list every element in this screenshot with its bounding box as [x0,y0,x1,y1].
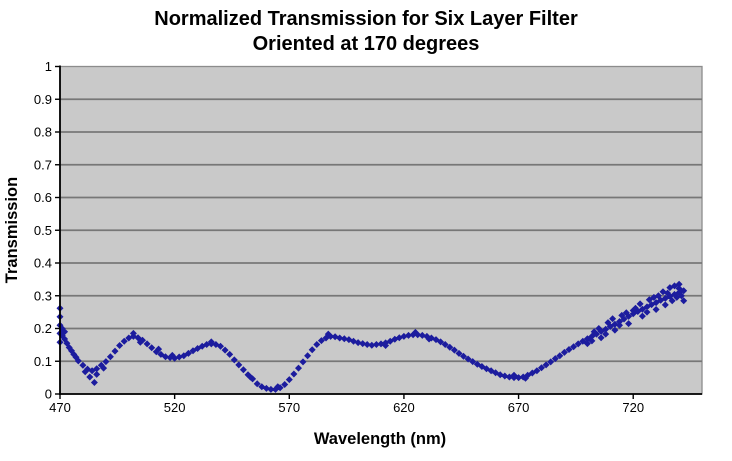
chart-title-line1: Normalized Transmission for Six Layer Fi… [154,8,578,30]
x-axis-title: Wavelength (nm) [314,430,446,448]
x-tick-label: 620 [393,400,415,415]
x-tick-label: 520 [164,400,186,415]
chart-title: Normalized Transmission for Six Layer Fi… [0,7,732,57]
y-tick-label: 0.3 [34,288,52,303]
y-tick-label: 0.1 [34,354,52,369]
x-tick-label: 720 [622,400,644,415]
chart-title-line2: Oriented at 170 degrees [252,33,480,55]
y-tick-label: 1 [45,59,52,74]
y-tick-label: 0.7 [34,157,52,172]
y-tick-label: 0.5 [34,223,52,238]
x-tick-label: 670 [508,400,530,415]
y-axis-title: Transmission [3,177,21,283]
x-tick-label: 570 [278,400,300,415]
x-tick-label: 470 [49,400,71,415]
y-tick-label: 0.8 [34,125,52,140]
y-tick-label: 0.4 [34,256,52,271]
y-tick-label: 0.2 [34,321,52,336]
y-tick-label: 0.9 [34,92,52,107]
y-tick-label: 0 [45,387,52,402]
y-tick-label: 0.6 [34,190,52,205]
